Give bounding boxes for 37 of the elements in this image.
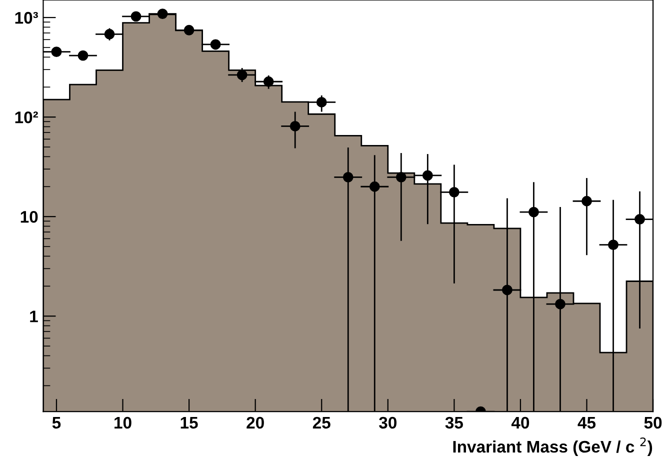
- point: [342, 172, 354, 182]
- point: [210, 39, 221, 50]
- x-tick-label: 20: [246, 416, 264, 429]
- x-tick-label: 5: [52, 417, 61, 429]
- point: [78, 50, 88, 61]
- point: [448, 186, 460, 198]
- x-tick-label: 15: [180, 417, 198, 429]
- point: [422, 170, 433, 181]
- point: [608, 240, 618, 250]
- x-tick-label: 30: [379, 416, 396, 429]
- point: [263, 76, 274, 87]
- x-tick-label: 35: [445, 416, 463, 429]
- x-tick-label: 45: [578, 417, 596, 429]
- point: [316, 96, 327, 108]
- x-tick-label: 40: [511, 416, 530, 429]
- point: [396, 172, 406, 182]
- point: [634, 214, 645, 224]
- point: [555, 298, 566, 310]
- x-tick-label: 25: [312, 416, 330, 429]
- point: [528, 206, 539, 218]
- y-tick-label: 10: [20, 210, 38, 223]
- y-tick-label: 10²: [15, 111, 38, 124]
- x-tick-label: 50: [644, 416, 662, 429]
- point: [290, 120, 300, 132]
- point: [184, 24, 194, 36]
- x-axis-title: Invariant Mass (GeV / c $^{2}$): [453, 437, 652, 456]
- point: [369, 181, 380, 192]
- x-tick-label: 10: [114, 416, 132, 429]
- point: [51, 46, 62, 58]
- point: [104, 28, 115, 40]
- y-tick-label: 1: [30, 310, 38, 322]
- point: [236, 70, 248, 80]
- point: [130, 11, 142, 22]
- y-tick-label: 10³: [15, 12, 38, 24]
- point: [582, 196, 592, 206]
- point: [502, 284, 512, 296]
- point: [157, 8, 168, 20]
